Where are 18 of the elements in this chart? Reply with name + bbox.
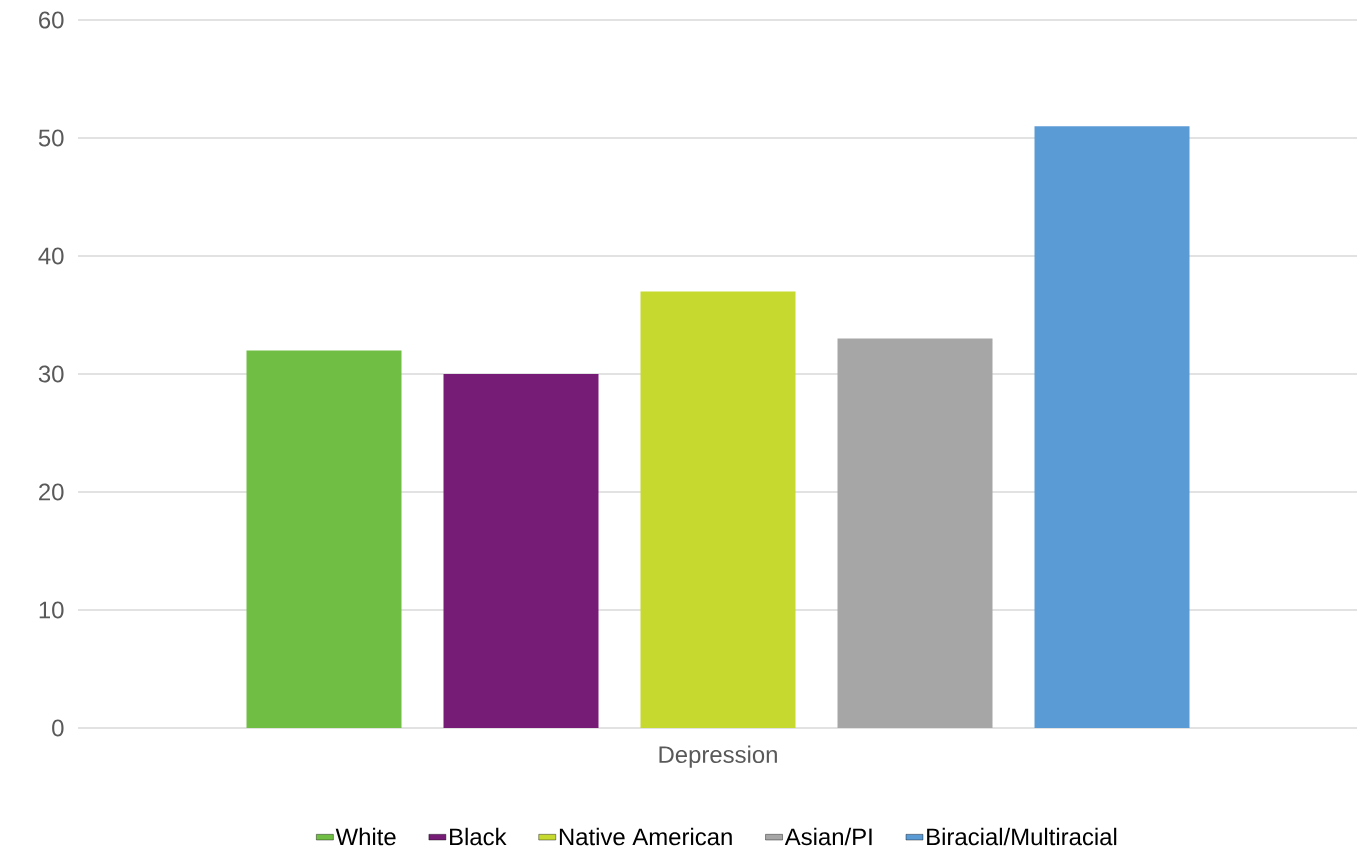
- bar: [443, 374, 599, 728]
- y-tick-label: 10: [39, 601, 64, 619]
- bar: [246, 350, 402, 728]
- y-tick-label: 50: [38, 129, 64, 147]
- legend-label: Asian/PI: [784, 827, 872, 846]
- legend-label: Native American: [559, 827, 732, 846]
- x-tick-label: Depression: [659, 745, 777, 768]
- legend-label: Biracial/Multiracial: [927, 827, 1117, 846]
- bar: [640, 291, 796, 728]
- legend-label: White: [335, 827, 396, 846]
- bar: [1034, 126, 1190, 728]
- y-tick-label: 0: [52, 719, 64, 737]
- y-tick-label: 40: [38, 247, 64, 265]
- bar: [837, 338, 993, 728]
- y-tick-label: 30: [38, 365, 64, 383]
- y-tick-label: 20: [39, 483, 64, 501]
- legend-label: Black: [450, 827, 507, 846]
- y-tick-label: 60: [39, 11, 64, 29]
